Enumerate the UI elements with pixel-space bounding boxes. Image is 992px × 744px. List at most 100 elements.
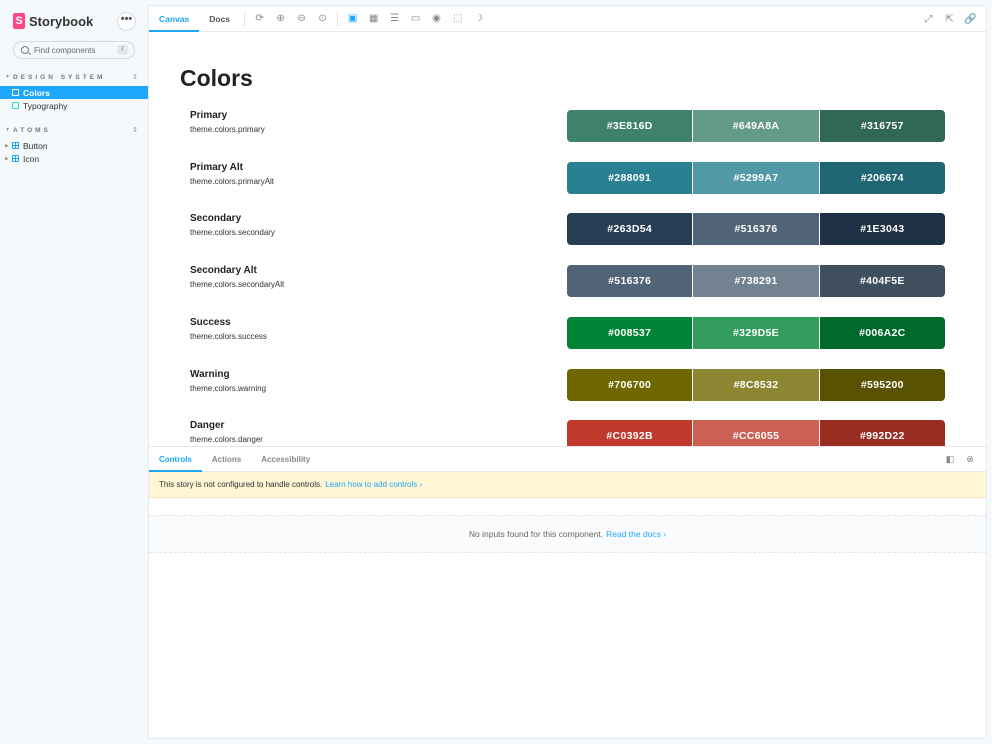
color-token: theme.colors.secondary [190,228,275,238]
swatch-group: #C0392B #CC6055 #992D22 [567,420,945,446]
preview-canvas: Colors Primary theme.colors.primary #3E816… [149,33,986,446]
color-row: Secondary Alt theme.colors.secondaryAlt #5… [190,265,945,298]
grid-icon[interactable]: ▦ [368,13,379,24]
color-name: Secondary [190,213,242,225]
color-row: Secondary theme.colors.secondary #263D54 #5… [190,213,945,246]
color-swatch[interactable]: #329D5E [693,316,820,349]
document-icon [12,102,19,109]
caret-down-icon: ▼ [5,127,10,133]
color-name: Primary Alt [190,161,243,173]
copy-link-icon[interactable]: 🔗 [964,13,977,25]
sidebar-item-label: Button [23,140,48,151]
section-label: DESIGN SYSTEM [13,73,106,81]
empty-state: No inputs found for this component. Read… [149,515,986,553]
zoom-in-icon[interactable]: ⊕ [276,13,285,24]
color-token: theme.colors.success [190,331,267,341]
brand[interactable]: S Storybook [13,13,93,29]
color-swatch[interactable]: #516376 [567,265,694,298]
search-shortcut-badge: / [117,45,128,55]
swatch-group: #3E816D #649A8A #316757 [567,110,945,142]
caret-down-icon: ▼ [5,74,10,80]
color-swatch[interactable]: #1E3043 [819,213,945,246]
tab-actions[interactable]: Actions [211,454,242,464]
zoom-out-icon[interactable]: ⊖ [297,13,306,24]
outline-icon[interactable]: ⬚ [452,13,463,24]
color-swatch[interactable]: #595200 [819,368,945,401]
sidebar-item-icon[interactable]: ▶ Icon [0,152,149,165]
toolbar: Canvas Docs ⟳ ⊕ ⊖ ⊙ ▣ ▦ ☰ ▭ ◉ ⬚ ☽ ⤢ ⇱ 🔗 [149,6,986,32]
caret-right-icon: ▶ [5,142,9,149]
viewport-icon[interactable]: ☰ [390,13,400,24]
menu-button[interactable]: ••• [118,13,135,30]
expand-all-icon[interactable]: ⇕ [132,127,138,134]
color-row: Success theme.colors.success #008537 #329D5… [190,316,945,349]
fullscreen-icon[interactable]: ⤢ [924,13,933,25]
swatch-group: #288091 #5299A7 #206674 [567,161,945,194]
accessibility-icon[interactable]: ◉ [432,13,441,24]
read-docs-link-label: Read the docs [606,529,661,539]
swatch-group: #008537 #329D5E #006A2C [567,316,945,349]
color-swatch[interactable]: #316757 [819,110,945,142]
color-name: Secondary Alt [190,265,257,277]
color-swatch[interactable]: #206674 [819,161,945,194]
background-icon[interactable]: ▣ [347,13,358,24]
component-icon [12,142,19,149]
open-new-tab-icon[interactable]: ⇱ [945,13,954,25]
empty-text: No inputs found for this component. [468,529,604,539]
zoom-reset-icon[interactable]: ⊙ [318,13,327,24]
color-swatch[interactable]: #006A2C [819,316,945,349]
search-icon [21,46,29,54]
measure-icon[interactable]: ▭ [410,13,421,24]
sidebar-item-colors[interactable]: Colors [0,86,149,99]
color-swatch[interactable]: #5299A7 [693,161,820,194]
color-swatch[interactable]: #8C8532 [693,368,820,401]
document-icon [12,89,19,96]
color-swatch[interactable]: #C0392B [567,420,694,446]
tab-docs[interactable]: Docs [209,13,231,24]
tab-canvas[interactable]: Canvas [149,6,199,32]
search-placeholder: Find components [34,45,96,55]
section-label: ATOMS [13,126,51,134]
color-token: theme.colors.warning [190,383,267,393]
color-name: Warning [190,368,230,380]
color-swatch[interactable]: #992D22 [819,420,945,446]
swatch-group: #706700 #8C8532 #595200 [567,368,945,401]
color-token: theme.colors.primary [190,125,265,134]
section-design-system[interactable]: ▼ DESIGN SYSTEM ⇕ [5,72,138,82]
read-docs-link[interactable]: Read the docs › [606,529,667,539]
color-swatch[interactable]: #008537 [567,316,694,349]
color-swatch[interactable]: #404F5E [819,265,945,298]
addons-panel: Controls Actions Accessibility ◧ ⊗ This … [149,446,986,738]
reload-icon[interactable]: ⟳ [255,13,264,24]
color-token: theme.colors.primaryAlt [190,176,275,186]
color-swatch[interactable]: #516376 [693,213,820,246]
color-row: Primary Alt theme.colors.primaryAlt #28809… [190,161,945,194]
warning-text: This story is not configured to handle c… [159,480,323,489]
close-icon[interactable]: ⊗ [966,454,974,464]
theme-moon-icon[interactable]: ☽ [474,13,484,24]
panel-orientation-icon[interactable]: ◧ [945,454,955,464]
color-swatch[interactable]: #288091 [567,161,694,194]
controls-warning: This story is not configured to handle c… [149,472,986,498]
swatch-group: #516376 #738291 #404F5E [567,265,945,298]
color-token: theme.colors.secondaryAlt [190,280,285,290]
color-token: theme.colors.danger [190,435,263,445]
addon-panel-actions: ◧ ⊗ [940,447,980,472]
main-panel: Canvas Docs ⟳ ⊕ ⊖ ⊙ ▣ ▦ ☰ ▭ ◉ ⬚ ☽ ⤢ ⇱ 🔗 … [149,6,986,738]
section-atoms[interactable]: ▼ ATOMS ⇕ [5,125,138,135]
toolbar-right: ⤢ ⇱ 🔗 [918,6,981,32]
color-swatch[interactable]: #263D54 [567,213,694,246]
storybook-logo-icon: S [13,13,25,29]
color-swatch[interactable]: #649A8A [693,110,820,142]
sidebar-item-typography[interactable]: Typography [0,99,149,112]
color-swatch[interactable]: #3E816D [567,110,694,142]
color-swatch[interactable]: #CC6055 [693,420,820,446]
sidebar-item-button[interactable]: ▶ Button [0,139,149,152]
tab-accessibility[interactable]: Accessibility [261,454,311,464]
learn-controls-link[interactable]: Learn how to add controls › [325,480,423,489]
search-input[interactable]: Find components / [13,41,135,59]
expand-all-icon[interactable]: ⇕ [132,74,138,81]
color-swatch[interactable]: #706700 [567,368,694,401]
color-swatch[interactable]: #738291 [693,265,820,298]
tab-controls[interactable]: Controls [149,447,202,472]
